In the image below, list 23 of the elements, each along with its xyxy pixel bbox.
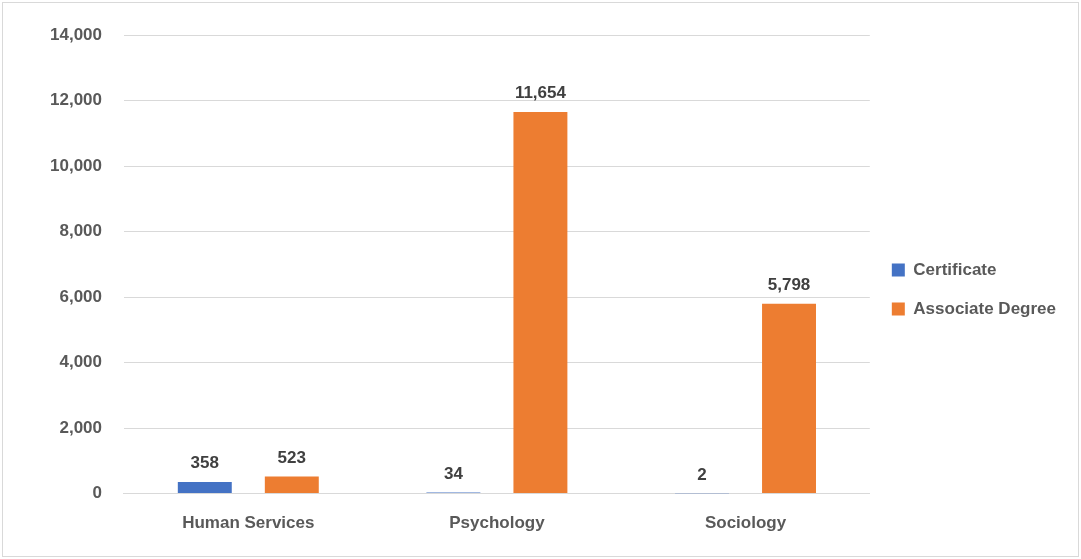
x-tick-label: Human Services bbox=[182, 513, 315, 533]
y-tick-label: 14,000 bbox=[50, 24, 102, 44]
bar bbox=[264, 476, 319, 494]
x-tick-label: Sociology bbox=[704, 513, 787, 533]
bar bbox=[513, 112, 568, 494]
data-label: 11,654 bbox=[514, 83, 567, 103]
legend-label: Certificate bbox=[913, 259, 997, 279]
data-label: 5,798 bbox=[767, 274, 811, 294]
data-label: 2 bbox=[697, 464, 707, 484]
y-tick-label: 8,000 bbox=[59, 221, 102, 241]
y-tick-label: 6,000 bbox=[59, 286, 102, 306]
data-label: 523 bbox=[277, 447, 306, 467]
x-tick-label: Psychology bbox=[449, 513, 546, 533]
bar bbox=[762, 303, 816, 494]
y-tick-label: 4,000 bbox=[59, 352, 102, 372]
y-tick-label: 0 bbox=[92, 483, 102, 503]
legend-label: Associate Degree bbox=[913, 298, 1057, 318]
y-tick-label: 12,000 bbox=[50, 90, 102, 110]
y-tick-label: 2,000 bbox=[59, 417, 102, 437]
bar bbox=[177, 481, 232, 494]
data-label: 358 bbox=[190, 453, 219, 473]
y-tick-label: 10,000 bbox=[50, 155, 102, 175]
data-label: 34 bbox=[443, 463, 464, 483]
